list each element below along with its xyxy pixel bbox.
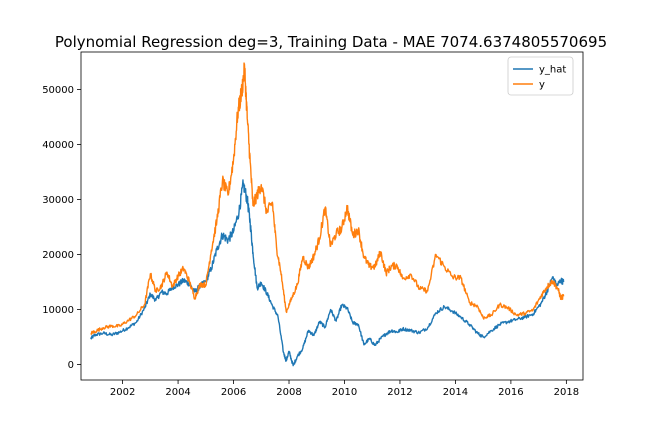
series-line-y xyxy=(90,62,565,335)
y-axis: 0 10000 20000 30000 40000 50000 xyxy=(42,85,81,371)
y-tick-label: 20000 xyxy=(42,250,74,261)
plot-area xyxy=(81,52,583,380)
x-tick-label: 2010 xyxy=(332,387,357,398)
legend-box xyxy=(507,56,574,96)
x-tick-label: 2004 xyxy=(165,387,190,398)
y-tick-label: 40000 xyxy=(42,140,74,151)
axes-border xyxy=(80,51,584,381)
legend-label: y_hat xyxy=(539,65,566,76)
chart-title: Polynomial Regression deg=3, Training Da… xyxy=(55,33,607,51)
legend-label: y xyxy=(539,80,545,91)
y-tick-label: 10000 xyxy=(42,305,74,316)
x-tick-label: 2016 xyxy=(498,387,523,398)
series-layer xyxy=(90,62,565,367)
x-tick-label: 2008 xyxy=(276,387,301,398)
series-line-y-hat xyxy=(90,179,565,367)
x-tick-label: 2018 xyxy=(554,387,579,398)
x-tick-label: 2002 xyxy=(110,387,135,398)
x-tick-label: 2014 xyxy=(443,387,468,398)
y-tick-label: 0 xyxy=(68,360,74,371)
y-tick-label: 50000 xyxy=(42,85,74,96)
x-tick-label: 2006 xyxy=(221,387,246,398)
y-tick-label: 30000 xyxy=(42,195,74,206)
x-tick-label: 2012 xyxy=(387,387,412,398)
axes-frame xyxy=(80,51,584,381)
x-axis: 2002 2004 2006 2008 2010 2012 2014 2016 2018 xyxy=(110,380,579,398)
